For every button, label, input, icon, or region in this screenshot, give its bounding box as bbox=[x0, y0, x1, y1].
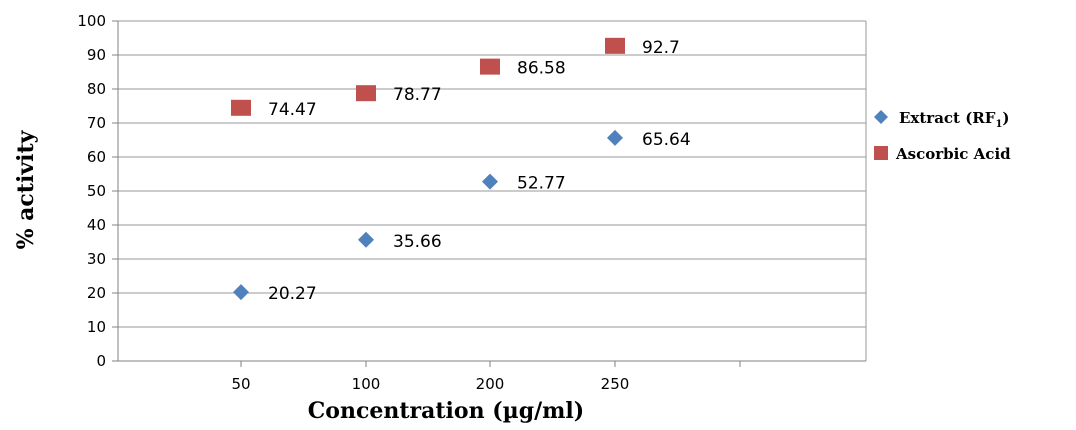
legend-label-extract: Extract (RF1) bbox=[899, 109, 1010, 130]
x-axis-title: Concentration (µg/ml) bbox=[308, 398, 584, 424]
data-labels: 20.27 35.66 52.77 65.64 74.47 78.77 86.58 92.7 bbox=[268, 38, 691, 304]
x-tick-label: 50 bbox=[231, 375, 250, 393]
data-point-extract bbox=[358, 231, 374, 248]
y-tick-label: 100 bbox=[77, 12, 106, 30]
data-label-ascorbic: 92.7 bbox=[642, 38, 680, 58]
data-point-extract bbox=[482, 173, 498, 190]
x-tick-label: 200 bbox=[476, 375, 505, 393]
y-tick-label: 10 bbox=[87, 318, 106, 336]
data-point-extract bbox=[233, 284, 249, 301]
data-label-extract: 35.66 bbox=[393, 232, 442, 252]
data-point-ascorbic bbox=[605, 37, 625, 54]
tick-labels: 0 10 20 30 40 50 60 70 80 90 100 50 100 200 250 bbox=[77, 12, 629, 393]
legend-label-ascorbic: Ascorbic Acid bbox=[895, 145, 1011, 163]
y-tick-label: 90 bbox=[87, 46, 106, 64]
data-label-extract: 52.77 bbox=[517, 174, 566, 194]
y-tick-label: 30 bbox=[87, 250, 106, 268]
legend-item-extract: Extract (RF1) bbox=[874, 109, 1010, 130]
legend-item-ascorbic: Ascorbic Acid bbox=[874, 145, 1011, 163]
data-label-extract: 65.64 bbox=[642, 130, 691, 150]
y-tick-label: 60 bbox=[87, 148, 106, 166]
data-label-ascorbic: 86.58 bbox=[517, 59, 566, 79]
data-point-ascorbic bbox=[356, 85, 376, 102]
y-tick-label: 70 bbox=[87, 114, 106, 132]
y-tick-label: 0 bbox=[96, 352, 106, 370]
y-tick-label: 20 bbox=[87, 284, 106, 302]
x-tick-label: 250 bbox=[601, 375, 630, 393]
data-label-ascorbic: 78.77 bbox=[393, 85, 442, 105]
legend-marker-extract bbox=[874, 110, 888, 124]
x-tick-label: 100 bbox=[352, 375, 381, 393]
data-point-ascorbic bbox=[231, 99, 251, 116]
legend-marker-ascorbic bbox=[874, 146, 888, 160]
y-axis-title: % activity bbox=[13, 129, 39, 249]
data-point-extract bbox=[607, 129, 623, 146]
legend: Extract (RF1) Ascorbic Acid bbox=[874, 109, 1011, 163]
y-tick-label: 40 bbox=[87, 216, 106, 234]
data-point-ascorbic bbox=[480, 58, 500, 75]
data-markers bbox=[231, 37, 625, 301]
y-tick-label: 50 bbox=[87, 182, 106, 200]
y-tick-label: 80 bbox=[87, 80, 106, 98]
axes bbox=[112, 20, 866, 367]
data-label-extract: 20.27 bbox=[268, 284, 317, 304]
data-label-ascorbic: 74.47 bbox=[268, 100, 317, 120]
